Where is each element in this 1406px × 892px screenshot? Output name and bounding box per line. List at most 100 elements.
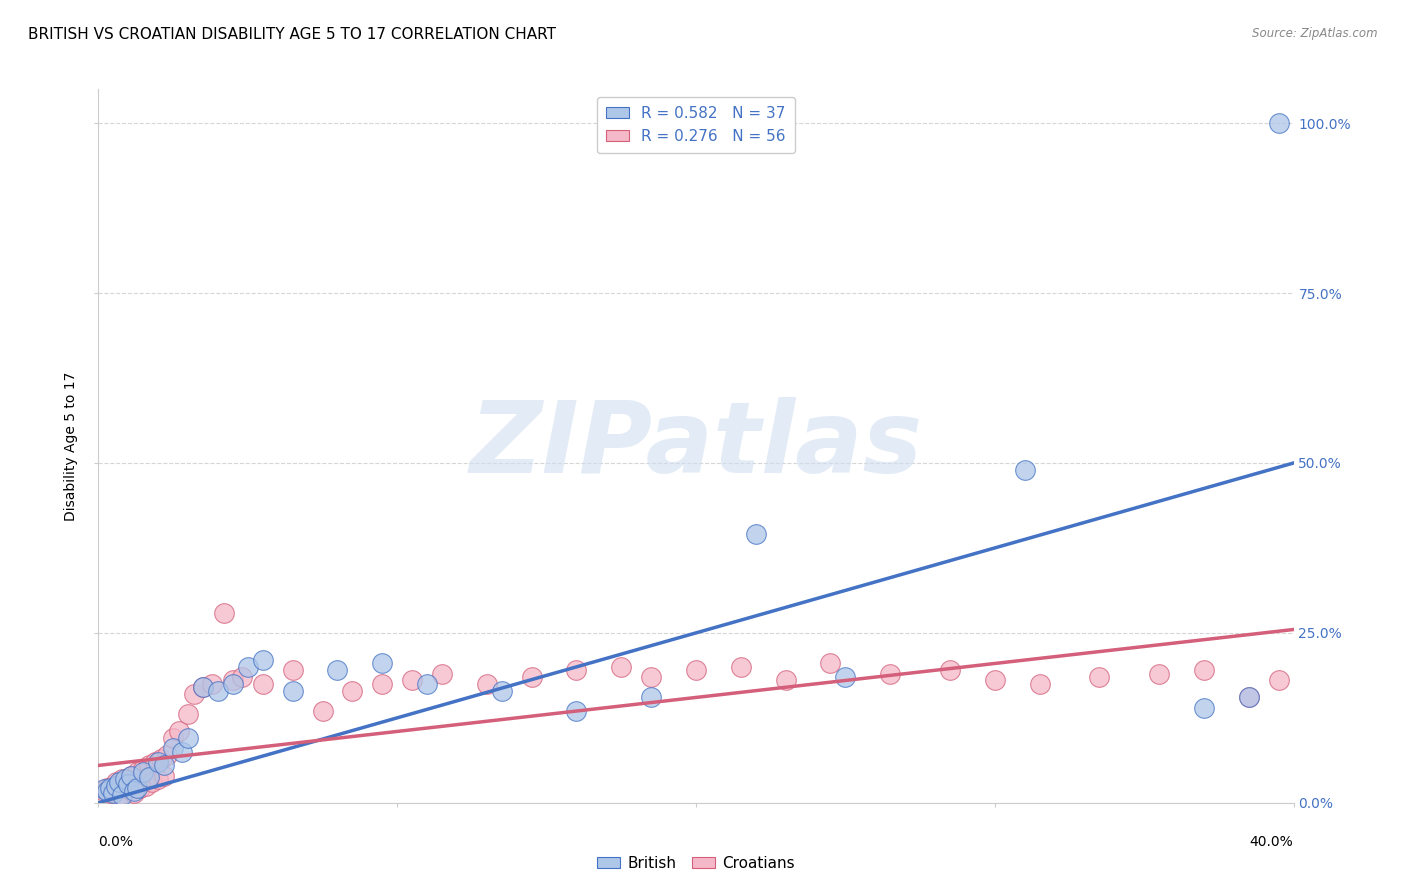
- Point: [520, 670, 543, 684]
- Point: [416, 677, 439, 691]
- Point: [191, 680, 214, 694]
- Point: [311, 704, 333, 718]
- Point: [231, 670, 253, 684]
- Point: [222, 677, 245, 691]
- Point: [156, 748, 179, 763]
- Point: [103, 779, 125, 793]
- Point: [1192, 663, 1215, 677]
- Point: [120, 769, 142, 783]
- Point: [1192, 700, 1215, 714]
- Point: [111, 772, 134, 786]
- Point: [177, 731, 200, 746]
- Point: [96, 780, 118, 795]
- Point: [120, 769, 142, 783]
- Point: [111, 788, 134, 802]
- Point: [150, 751, 173, 765]
- Point: [108, 775, 131, 789]
- Point: [141, 775, 163, 789]
- Point: [984, 673, 1007, 688]
- Point: [430, 666, 453, 681]
- Point: [939, 663, 962, 677]
- Point: [834, 670, 856, 684]
- Point: [281, 683, 304, 698]
- Point: [114, 777, 136, 791]
- Point: [93, 782, 115, 797]
- Point: [475, 677, 498, 691]
- Point: [640, 670, 662, 684]
- Point: [93, 783, 115, 797]
- Point: [100, 786, 122, 800]
- Legend: British, Croatians: British, Croatians: [591, 850, 801, 877]
- Point: [565, 704, 588, 718]
- Point: [745, 527, 768, 541]
- Point: [1147, 666, 1170, 681]
- Point: [371, 677, 394, 691]
- Point: [105, 775, 128, 789]
- Point: [117, 782, 139, 797]
- Text: 0.0%: 0.0%: [98, 835, 134, 848]
- Point: [685, 663, 707, 677]
- Point: [138, 758, 160, 772]
- Y-axis label: Disability Age 5 to 17: Disability Age 5 to 17: [65, 371, 79, 521]
- Point: [252, 677, 274, 691]
- Text: 40.0%: 40.0%: [1250, 835, 1294, 848]
- Point: [1028, 677, 1050, 691]
- Point: [879, 666, 901, 681]
- Point: [103, 786, 125, 800]
- Point: [148, 755, 170, 769]
- Point: [201, 677, 224, 691]
- Point: [1014, 463, 1036, 477]
- Point: [127, 780, 149, 795]
- Point: [162, 741, 184, 756]
- Point: [96, 783, 118, 797]
- Point: [153, 758, 176, 772]
- Point: [222, 673, 245, 688]
- Point: [167, 724, 190, 739]
- Point: [177, 707, 200, 722]
- Point: [162, 731, 184, 746]
- Point: [132, 765, 155, 780]
- Point: [820, 657, 842, 671]
- Point: [252, 653, 274, 667]
- Point: [281, 663, 304, 677]
- Point: [1237, 690, 1260, 705]
- Point: [129, 780, 152, 795]
- Point: [124, 786, 146, 800]
- Point: [610, 660, 633, 674]
- Point: [114, 772, 136, 786]
- Point: [148, 772, 170, 786]
- Point: [117, 777, 139, 791]
- Point: [212, 606, 235, 620]
- Point: [207, 683, 229, 698]
- Text: Source: ZipAtlas.com: Source: ZipAtlas.com: [1253, 27, 1378, 40]
- Point: [127, 765, 149, 780]
- Point: [371, 657, 394, 671]
- Point: [105, 779, 128, 793]
- Point: [401, 673, 423, 688]
- Point: [326, 663, 349, 677]
- Point: [191, 680, 214, 694]
- Point: [1237, 690, 1260, 705]
- Point: [135, 779, 157, 793]
- Point: [236, 660, 259, 674]
- Point: [172, 745, 194, 759]
- Point: [1088, 670, 1111, 684]
- Text: BRITISH VS CROATIAN DISABILITY AGE 5 TO 17 CORRELATION CHART: BRITISH VS CROATIAN DISABILITY AGE 5 TO …: [28, 27, 557, 42]
- Point: [775, 673, 797, 688]
- Point: [565, 663, 588, 677]
- Point: [138, 770, 160, 784]
- Point: [143, 755, 166, 769]
- Point: [342, 683, 364, 698]
- Point: [1267, 116, 1289, 130]
- Point: [640, 690, 662, 705]
- Point: [491, 683, 513, 698]
- Point: [1267, 673, 1289, 688]
- Text: ZIPatlas: ZIPatlas: [470, 398, 922, 494]
- Point: [153, 769, 176, 783]
- Point: [183, 687, 205, 701]
- Point: [730, 660, 752, 674]
- Point: [132, 762, 155, 776]
- Point: [100, 780, 122, 795]
- Point: [108, 788, 131, 802]
- Point: [124, 783, 146, 797]
